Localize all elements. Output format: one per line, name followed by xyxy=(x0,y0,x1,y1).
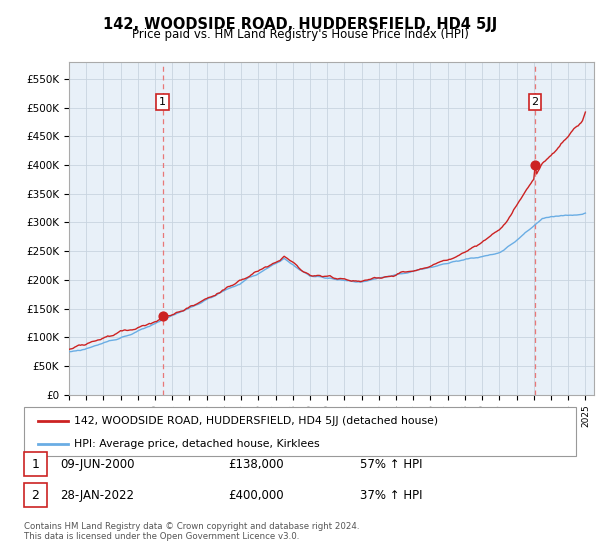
Text: 1: 1 xyxy=(31,458,40,471)
Point xyxy=(158,311,167,320)
Text: £400,000: £400,000 xyxy=(228,488,284,502)
Text: 1: 1 xyxy=(159,97,166,107)
Text: 142, WOODSIDE ROAD, HUDDERSFIELD, HD4 5JJ (detached house): 142, WOODSIDE ROAD, HUDDERSFIELD, HD4 5J… xyxy=(74,416,438,426)
Text: 09-JUN-2000: 09-JUN-2000 xyxy=(60,458,134,471)
Text: This data is licensed under the Open Government Licence v3.0.: This data is licensed under the Open Gov… xyxy=(24,532,299,541)
Text: 2: 2 xyxy=(31,488,40,502)
FancyBboxPatch shape xyxy=(24,407,576,456)
Point xyxy=(530,161,540,170)
Text: £138,000: £138,000 xyxy=(228,458,284,471)
Text: 142, WOODSIDE ROAD, HUDDERSFIELD, HD4 5JJ: 142, WOODSIDE ROAD, HUDDERSFIELD, HD4 5J… xyxy=(103,17,497,32)
Text: 37% ↑ HPI: 37% ↑ HPI xyxy=(360,488,422,502)
Text: Price paid vs. HM Land Registry's House Price Index (HPI): Price paid vs. HM Land Registry's House … xyxy=(131,28,469,41)
Text: HPI: Average price, detached house, Kirklees: HPI: Average price, detached house, Kirk… xyxy=(74,439,319,449)
Text: 2: 2 xyxy=(532,97,539,107)
Text: 28-JAN-2022: 28-JAN-2022 xyxy=(60,488,134,502)
Text: 57% ↑ HPI: 57% ↑ HPI xyxy=(360,458,422,471)
Text: Contains HM Land Registry data © Crown copyright and database right 2024.: Contains HM Land Registry data © Crown c… xyxy=(24,522,359,531)
